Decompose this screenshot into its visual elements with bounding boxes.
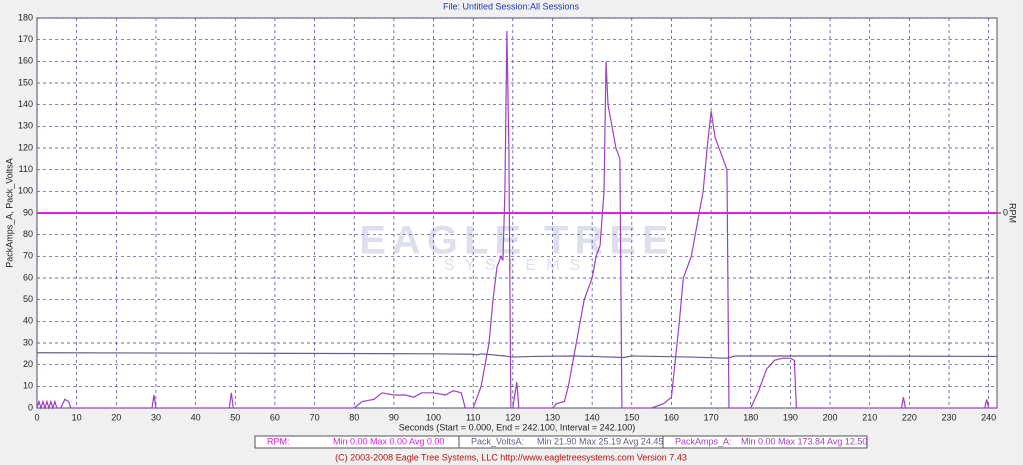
x-tick-label: 120	[505, 412, 520, 422]
x-tick-label: 40	[191, 412, 201, 422]
y-tick-label: 160	[18, 56, 33, 66]
y-tick-label: 110	[19, 164, 33, 174]
x-tick-label: 100	[426, 412, 441, 422]
y-tick-label: 170	[18, 34, 33, 44]
y-tick-label: 50	[23, 294, 33, 304]
footer: (C) 2003-2008 Eagle Tree Systems, LLC ht…	[335, 452, 687, 462]
x-tick-label: 170	[704, 412, 719, 422]
x-tick-label: 50	[230, 412, 240, 422]
x-tick-label: 190	[783, 412, 798, 422]
y-axis-label: PackAmps_A, Pack_VoltsA	[4, 158, 14, 268]
x-tick-label: 10	[72, 412, 82, 422]
series-line	[36, 352, 998, 359]
x-tick-label: 210	[862, 412, 877, 422]
x-tick-label: 0	[34, 412, 39, 422]
y-tick-label: 120	[18, 142, 33, 152]
y-tick-label: 130	[18, 121, 33, 131]
y-tick-label: 20	[23, 359, 33, 369]
y-tick-label: 90	[23, 207, 33, 217]
y-tick-label: 180	[18, 12, 33, 22]
x-tick-label: 240	[981, 412, 996, 422]
x-tick-label: 130	[545, 412, 560, 422]
y-tick-label: 0	[28, 402, 33, 412]
y-tick-label: 140	[18, 99, 33, 109]
x-tick-label: 30	[151, 412, 161, 422]
x-tick-label: 230	[942, 412, 957, 422]
x-tick-label: 180	[743, 412, 758, 422]
y-tick-label: 100	[18, 186, 33, 196]
y-tick-label: 60	[23, 272, 33, 282]
x-tick-label: 200	[823, 412, 838, 422]
y-tick-label: 40	[23, 316, 33, 326]
legend-stats: Min 21.90 Max 25.19 Avg 24.45	[537, 436, 663, 446]
x-tick-label: 150	[624, 412, 639, 422]
legend-label: Pack_VoltsA:	[471, 436, 524, 446]
x-tick-label: 160	[664, 412, 679, 422]
legend-stats: Min 0.00 Max 173.84 Avg 12.50	[741, 436, 867, 446]
x-axis-label: Seconds (Start = 0.000, End = 242.100, I…	[399, 422, 635, 432]
x-tick-label: 140	[585, 412, 600, 422]
chart-title: File: Untitled Session:All Sessions	[443, 1, 580, 11]
y-tick-label: 30	[23, 337, 33, 347]
legend-stats: Min 0.00 Max 0.00 Avg 0.00	[333, 436, 444, 446]
watermark: EAGLE TREE	[359, 219, 675, 263]
legend-label: RPM:	[267, 436, 290, 446]
y-tick-label: 80	[23, 229, 33, 239]
x-tick-label: 80	[349, 412, 359, 422]
legend-label: PackAmps_A:	[675, 436, 732, 446]
x-tick-label: 90	[389, 412, 399, 422]
y2-tick-label: 0	[1003, 207, 1008, 217]
x-tick-label: 70	[310, 412, 320, 422]
watermark: SYSTEMS	[444, 257, 590, 274]
y-tick-label: 10	[23, 381, 33, 391]
x-tick-label: 220	[902, 412, 917, 422]
x-tick-label: 60	[270, 412, 280, 422]
series-line	[36, 30, 997, 411]
legend	[254, 435, 868, 449]
x-tick-label: 110	[466, 412, 480, 422]
x-tick-label: 20	[111, 412, 121, 422]
y2-axis-label: RPM	[1008, 203, 1018, 223]
y-tick-label: 70	[23, 251, 33, 261]
y-tick-label: 150	[18, 77, 33, 87]
